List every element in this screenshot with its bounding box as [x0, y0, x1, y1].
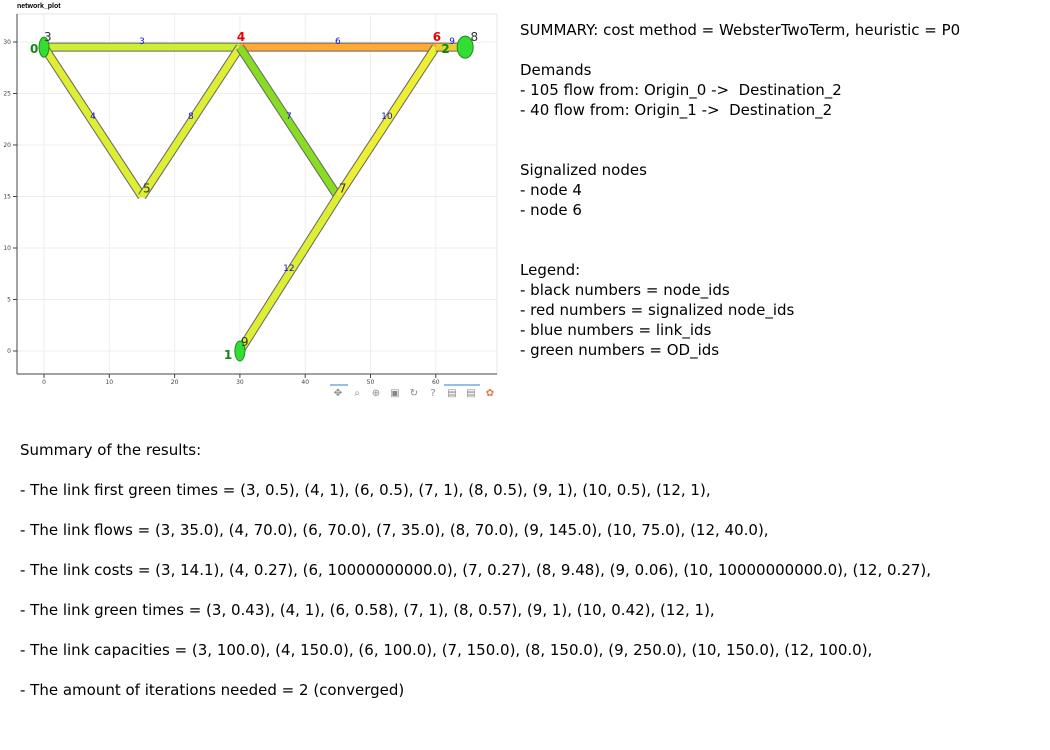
- results-panel: Summary of the results: - The link first…: [20, 440, 1040, 720]
- legend-item: - blue numbers = link_ids: [520, 321, 712, 339]
- link-4[interactable]: [41, 45, 145, 199]
- result-iterations: - The amount of iterations needed = 2 (c…: [20, 681, 405, 699]
- wheel-zoom-icon[interactable]: ⊕: [372, 388, 380, 399]
- node-label: 4: [237, 30, 245, 44]
- y-tick-label: 5: [7, 297, 11, 304]
- link-label: 9: [449, 37, 455, 47]
- results-header: Summary of the results:: [20, 441, 202, 459]
- hover-icon[interactable]: ▤: [447, 388, 456, 399]
- link-label: 7: [286, 112, 292, 122]
- link-label: 3: [139, 37, 145, 47]
- legend-item: - black numbers = node_ids: [520, 281, 730, 299]
- node-label: 5: [143, 182, 151, 196]
- x-tick-label: 50: [367, 379, 375, 386]
- y-tick-label: 15: [3, 194, 11, 201]
- signalized-item: - node 4: [520, 181, 582, 199]
- result-link-flows: - The link flows = (3, 35.0), (4, 70.0),…: [20, 521, 769, 539]
- demand-item: - 105 flow from: Origin_0 -> Destination…: [520, 81, 842, 99]
- result-capacities: - The link capacities = (3, 100.0), (4, …: [20, 641, 873, 659]
- y-tick-label: 25: [3, 91, 11, 98]
- y-tick-label: 30: [3, 39, 11, 46]
- od-marker[interactable]: [234, 340, 246, 362]
- x-tick-label: 20: [171, 379, 179, 386]
- result-green-times: - The link green times = (3, 0.43), (4, …: [20, 601, 715, 619]
- bokeh-logo-icon[interactable]: ✿: [486, 388, 494, 399]
- x-tick-label: 40: [301, 379, 309, 386]
- demands-header: Demands: [520, 61, 592, 79]
- y-tick-label: 20: [3, 142, 11, 149]
- node-label: 2: [441, 42, 449, 56]
- result-link-costs: - The link costs = (3, 14.1), (4, 0.27),…: [20, 561, 932, 579]
- hover-icon-2[interactable]: ▤: [466, 388, 475, 399]
- x-tick-label: 30: [236, 379, 244, 386]
- signalized-item: - node 6: [520, 201, 582, 219]
- od-marker[interactable]: [456, 35, 474, 59]
- x-tick-label: 60: [432, 379, 440, 386]
- network-plot: network_plot 0 10 20 30 40 50 60 0 5 10 15 20 25 30 3 4…: [0, 0, 510, 405]
- save-icon[interactable]: ▣: [390, 388, 399, 399]
- link-label: 6: [335, 37, 341, 47]
- node-label: 7: [339, 182, 347, 196]
- demand-item: - 40 flow from: Origin_1 -> Destination_…: [520, 101, 833, 119]
- help-icon[interactable]: ?: [430, 388, 435, 399]
- summary-panel: SUMMARY: cost method = WebsterTwoTerm, h…: [520, 20, 1040, 360]
- y-tick-label: 10: [3, 245, 11, 252]
- link-12[interactable]: [236, 194, 341, 353]
- link-label: 8: [188, 112, 194, 122]
- node-label: 8: [470, 30, 478, 44]
- link-8[interactable]: [139, 45, 243, 199]
- legend-item: - green numbers = OD_ids: [520, 341, 720, 359]
- box-zoom-icon[interactable]: ⌕: [354, 388, 360, 399]
- summary-line: SUMMARY: cost method = WebsterTwoTerm, h…: [520, 21, 961, 39]
- signalized-header: Signalized nodes: [520, 161, 647, 179]
- link-label: 12: [283, 264, 294, 274]
- node-label: 1: [224, 348, 232, 362]
- x-tick-label: 0: [42, 379, 46, 386]
- link-10[interactable]: [334, 45, 439, 199]
- result-first-green-times: - The link first green times = (3, 0.5),…: [20, 481, 711, 499]
- node-label: 3: [44, 30, 52, 44]
- link-7[interactable]: [236, 45, 341, 199]
- legend-header: Legend:: [520, 261, 581, 279]
- plot-title: network_plot: [17, 3, 61, 10]
- node-label: 0: [30, 42, 38, 56]
- link-label: 4: [90, 112, 96, 122]
- node-label: 9: [241, 335, 249, 349]
- reset-icon[interactable]: ↻: [410, 388, 418, 399]
- od-marker[interactable]: [38, 36, 50, 58]
- y-tick-label: 0: [7, 348, 11, 355]
- node-label: 6: [433, 30, 441, 44]
- legend-item: - red numbers = signalized node_ids: [520, 301, 795, 319]
- x-tick-label: 10: [105, 379, 113, 386]
- pan-icon[interactable]: ✥: [334, 388, 342, 399]
- link-label: 10: [381, 112, 393, 122]
